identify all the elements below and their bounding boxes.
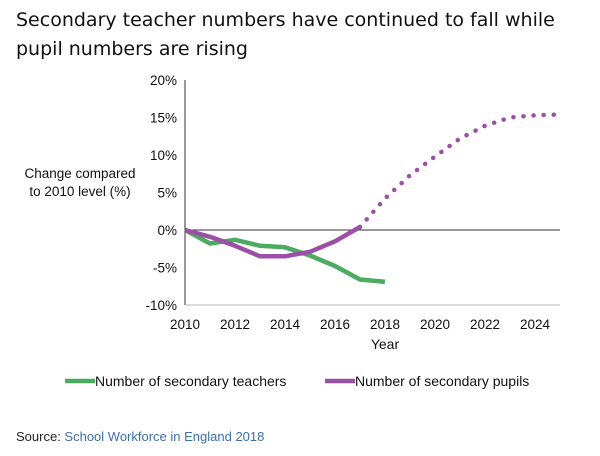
x-tick-label: 2022 [470, 317, 500, 332]
y-tick-label: 10% [150, 148, 177, 163]
pupils-line-actual [184, 225, 362, 259]
y-axis-label: Change compared to 2010 level (%) [24, 166, 136, 199]
x-tick-labels: 2010 2012 2014 2016 2018 2020 2022 2024 [170, 317, 551, 332]
y-tick-label: 0% [157, 223, 177, 238]
line-chart: -10%-5%0%5%10%15%20% 2010 2012 2014 2016 201… [65, 73, 563, 389]
chart-title: Secondary teacher numbers have continued… [16, 9, 555, 60]
source-prefix: Source: [16, 429, 65, 444]
source-link[interactable]: School Workforce in England 2018 [64, 429, 265, 444]
series-layer [183, 112, 563, 285]
x-tick-label: 2016 [320, 317, 350, 332]
x-tick-label: 2014 [270, 317, 301, 332]
legend-item-teachers-label: Number of secondary teachers [95, 373, 286, 389]
x-axis-title: Year [371, 336, 400, 352]
y-tick-label: 15% [150, 111, 177, 126]
y-tick-label: -10% [145, 298, 177, 313]
x-tick-label: 2012 [220, 317, 250, 332]
x-tick-label: 2020 [420, 317, 450, 332]
pupils-line-projection [357, 112, 563, 230]
source-note: Source: School Workforce in England 2018 [16, 429, 264, 444]
y-tick-label: 5% [157, 186, 177, 201]
x-tick-label: 2024 [520, 317, 551, 332]
y-tick-labels: -10% -5% 0% 5% 10% 15% 20% [145, 73, 177, 313]
y-tick-label: -5% [153, 261, 177, 276]
teachers-line [183, 228, 386, 285]
x-tick-label: 2018 [370, 317, 400, 332]
legend: Number of secondary teachers Number of se… [65, 373, 529, 389]
x-tick-label: 2010 [170, 317, 200, 332]
y-tick-label: 20% [150, 73, 177, 88]
legend-item-pupils-label: Number of secondary pupils [355, 373, 529, 389]
